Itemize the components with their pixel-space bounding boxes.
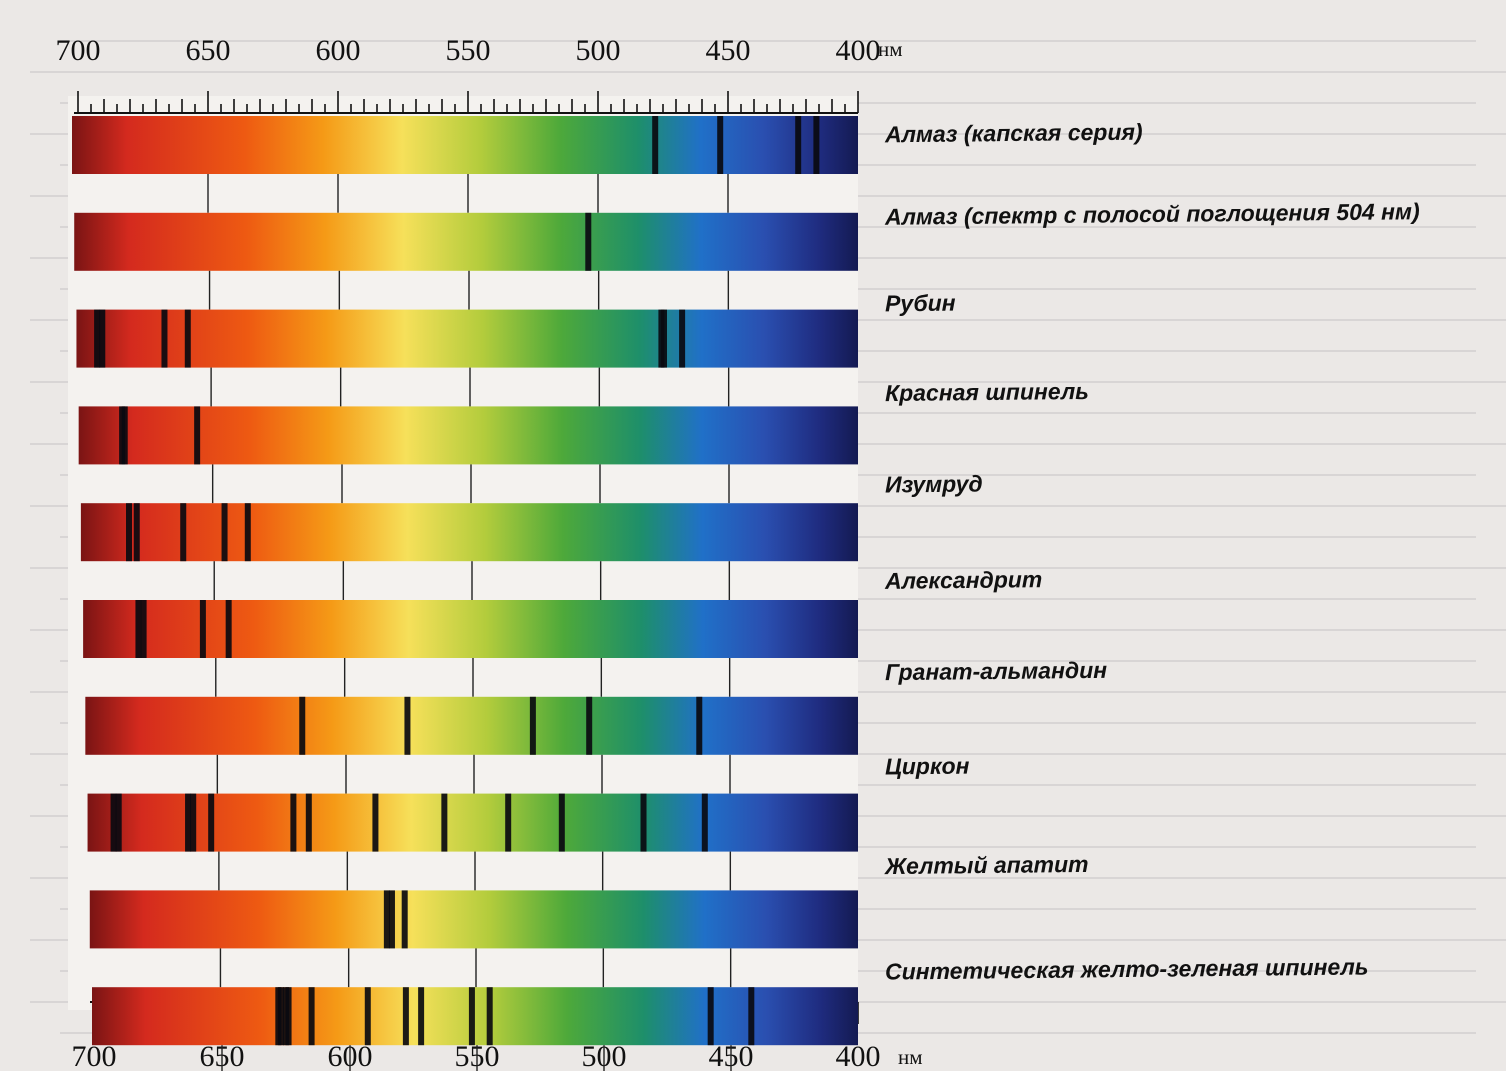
absorption-line [221, 503, 228, 562]
scale-unit-label: нм [878, 37, 903, 61]
spectrum-band [87, 793, 859, 852]
absorption-line [194, 406, 201, 465]
sample-label: Желтый апатит [884, 850, 1089, 880]
absorption-line [388, 890, 395, 949]
sample-label: Циркон [884, 752, 970, 780]
absorption-line [585, 212, 592, 271]
absorption-line [364, 987, 371, 1046]
absorption-line [640, 793, 647, 852]
absorption-line [404, 696, 411, 755]
absorption-line [652, 116, 659, 174]
absorption-line [115, 793, 122, 852]
spectrum-band [72, 116, 858, 174]
sample-label: Красная шпинель [884, 377, 1090, 407]
absorption-line [717, 116, 724, 174]
absorption-line [558, 793, 565, 852]
absorption-line [184, 309, 191, 368]
scale-tick-label: 450 [706, 34, 751, 67]
absorption-line [208, 793, 215, 852]
spectrum-strip [85, 696, 859, 794]
absorption-line [418, 987, 425, 1046]
sample-label: Алмаз (капская серия) [884, 118, 1143, 148]
absorption-line [199, 600, 206, 658]
absorption-line [121, 406, 128, 465]
absorption-line [401, 890, 408, 949]
absorption-line [707, 987, 714, 1046]
scale-tick-label: 500 [576, 34, 621, 67]
spectrum-strip [87, 793, 859, 891]
absorption-line [225, 600, 232, 658]
absorption-line [402, 987, 409, 1046]
absorption-line [701, 793, 708, 852]
spectra-strips [72, 116, 859, 1071]
absorption-line [586, 696, 593, 755]
absorption-line [161, 309, 168, 368]
absorption-line [99, 309, 106, 368]
absorption-line [185, 793, 192, 852]
spectrum-strip [92, 987, 858, 1071]
absorption-line [468, 987, 475, 1046]
spectrum-band [89, 890, 859, 949]
sample-label: Гранат-альмандин [884, 656, 1108, 686]
absorption-line [126, 503, 133, 562]
spectrum-band [80, 503, 858, 562]
spectrum-strip [74, 212, 858, 310]
scale-unit-label: нм [898, 1045, 923, 1069]
spectrum-strip [76, 309, 858, 407]
absorption-line [133, 503, 140, 562]
spectrum-strip [83, 600, 859, 697]
absorption-line [135, 600, 142, 658]
absorption-line [140, 600, 147, 658]
absorption-line [748, 987, 755, 1046]
spectrum-strip [72, 116, 858, 213]
absorption-line [372, 793, 379, 852]
absorption-line [486, 987, 493, 1046]
spectrum-band [92, 987, 858, 1046]
scale-tick-label: 550 [446, 34, 491, 67]
spectrum-band [83, 600, 859, 658]
spectrum-strip [89, 890, 859, 988]
absorption-line [661, 309, 667, 368]
scale-tick-label: 700 [56, 34, 101, 67]
absorption-line [180, 503, 187, 562]
sample-label: Синтетическая желто-зеленая шпинель [884, 953, 1369, 985]
spectrum-band [74, 212, 858, 271]
spectrum-band [78, 406, 858, 465]
absorption-line [94, 309, 101, 368]
absorption-line [110, 793, 117, 852]
scale-tick-label: 400 [836, 34, 881, 67]
absorption-line [290, 793, 297, 852]
scale-tick-label: 600 [316, 34, 361, 67]
absorption-line [308, 987, 315, 1046]
absorption-line [299, 696, 306, 755]
spectrum-strip [80, 503, 858, 600]
sample-label: Алмаз (спектр с полосой поглощения 504 н… [884, 198, 1420, 230]
absorption-line [277, 987, 284, 1046]
sample-label: Рубин [884, 289, 956, 317]
absorption-line [383, 890, 390, 949]
spectrum-band [85, 696, 859, 755]
absorption-line [813, 116, 820, 174]
spectrum-band [76, 309, 858, 368]
sample-label: Изумруд [884, 470, 983, 498]
absorption-line [441, 793, 448, 852]
sample-label: Александрит [884, 566, 1043, 594]
absorption-line [244, 503, 251, 562]
absorption-line [529, 696, 536, 755]
absorption-line [696, 696, 703, 755]
absorption-line [679, 309, 686, 368]
absorption-line [795, 116, 802, 174]
spectrum-strip [78, 406, 858, 504]
absorption-line [190, 793, 197, 852]
absorption-line [505, 793, 512, 852]
absorption-line [305, 793, 312, 852]
absorption-line [285, 987, 292, 1046]
scale-tick-label: 650 [186, 34, 231, 67]
